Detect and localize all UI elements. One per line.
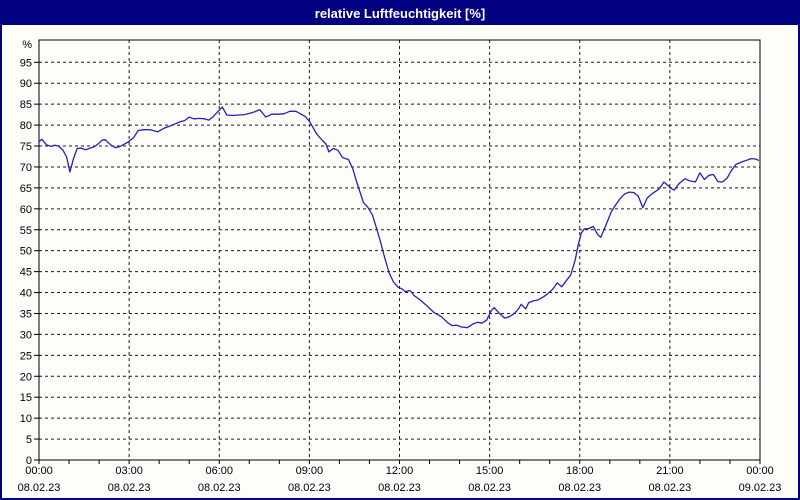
svg-text:70: 70 bbox=[20, 162, 32, 174]
svg-text:5: 5 bbox=[26, 434, 32, 446]
gridlines bbox=[39, 40, 760, 460]
chart-title: relative Luftfeuchtigkeit [%] bbox=[314, 6, 486, 21]
x-date-label: 08.02.23 bbox=[108, 482, 151, 494]
svg-text:55: 55 bbox=[20, 225, 32, 237]
svg-text:60: 60 bbox=[20, 204, 32, 216]
svg-text:90: 90 bbox=[20, 78, 32, 90]
axis-labels: 0 5 10 15 20 25 30 35 40 45 50 55 60 65 70 75 80 85 90 95% 0… bbox=[18, 39, 782, 494]
x-time-label: 00:00 bbox=[25, 465, 53, 477]
svg-text:65: 65 bbox=[20, 183, 32, 195]
x-date-label: 09.02.23 bbox=[739, 482, 782, 494]
x-time-label: 06:00 bbox=[205, 465, 233, 477]
svg-text:0: 0 bbox=[26, 455, 32, 467]
x-time-label: 09:00 bbox=[296, 465, 324, 477]
x-time-label: 03:00 bbox=[115, 465, 143, 477]
svg-text:15: 15 bbox=[20, 392, 32, 404]
svg-text:10: 10 bbox=[20, 413, 32, 425]
svg-text:40: 40 bbox=[20, 288, 32, 300]
axes bbox=[34, 39, 761, 464]
x-date-label: 08.02.23 bbox=[198, 482, 241, 494]
svg-text:45: 45 bbox=[20, 267, 32, 279]
x-time-label: 00:00 bbox=[746, 465, 774, 477]
svg-text:25: 25 bbox=[20, 350, 32, 362]
title-bar: relative Luftfeuchtigkeit [%] bbox=[2, 2, 798, 25]
svg-text:20: 20 bbox=[20, 371, 32, 383]
svg-text:95: 95 bbox=[20, 57, 32, 69]
x-date-label: 08.02.23 bbox=[648, 482, 691, 494]
series-lines bbox=[38, 106, 760, 329]
humidity-series-line bbox=[38, 106, 760, 329]
svg-text:50: 50 bbox=[20, 246, 32, 258]
svg-text:85: 85 bbox=[20, 99, 32, 111]
x-date-label: 08.02.23 bbox=[18, 482, 61, 494]
x-date-label: 08.02.23 bbox=[468, 482, 511, 494]
x-time-label: 21:00 bbox=[656, 465, 684, 477]
x-date-label: 08.02.23 bbox=[288, 482, 331, 494]
svg-text:75: 75 bbox=[20, 141, 32, 153]
x-time-label: 18:00 bbox=[566, 465, 594, 477]
x-date-label: 08.02.23 bbox=[558, 482, 601, 494]
svg-text:80: 80 bbox=[20, 120, 32, 132]
svg-text:35: 35 bbox=[20, 308, 32, 320]
x-time-label: 12:00 bbox=[386, 465, 414, 477]
svg-text:30: 30 bbox=[20, 329, 32, 341]
x-date-label: 08.02.23 bbox=[378, 482, 421, 494]
x-time-label: 15:00 bbox=[476, 465, 504, 477]
y-unit-label: % bbox=[22, 39, 32, 51]
